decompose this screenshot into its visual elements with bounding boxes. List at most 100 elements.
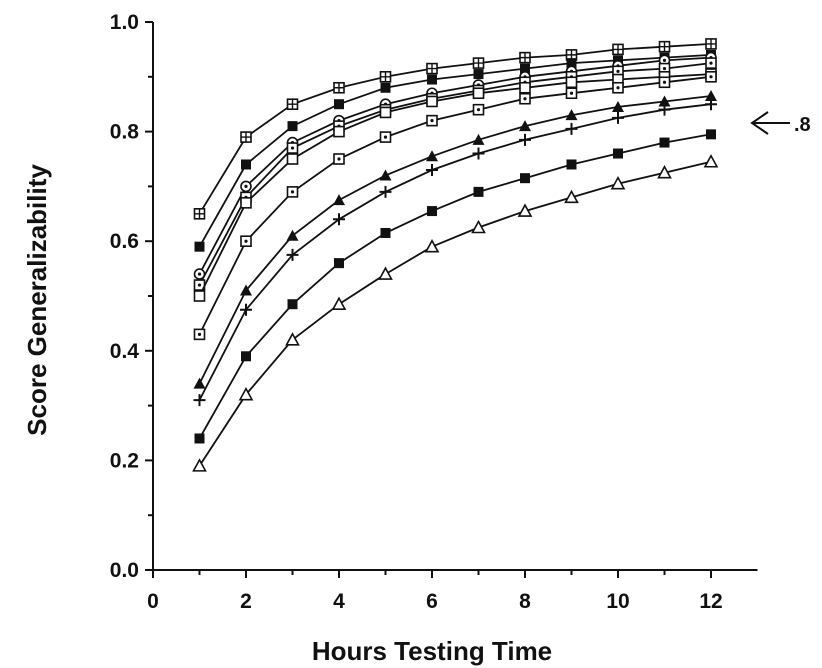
series-4 [193, 57, 717, 291]
data-point [286, 229, 299, 241]
data-point-cross [334, 82, 344, 93]
x-tick-label: 2 [240, 590, 252, 613]
data-point [333, 194, 345, 206]
data-point-cross [194, 208, 205, 219]
series-2 [194, 49, 716, 252]
data-point-dot [569, 91, 574, 95]
data-point [565, 109, 578, 121]
data-point-dot [476, 108, 481, 112]
data-point [520, 63, 530, 74]
data-point-dot [290, 190, 295, 194]
data-point [285, 332, 300, 346]
data-point [520, 173, 530, 184]
data-point-cross [473, 58, 484, 69]
data-point-dot [662, 58, 667, 62]
y-tick-label: 0.0 [110, 559, 139, 582]
data-point [424, 239, 440, 253]
data-point-cross [659, 41, 670, 52]
data-point [333, 213, 345, 226]
data-point-dot [523, 97, 527, 101]
x-tick-label: 0 [147, 590, 159, 613]
data-point [612, 100, 624, 112]
data-point [379, 185, 392, 198]
data-point [379, 169, 392, 181]
data-point-cross [520, 52, 530, 63]
data-point [473, 69, 484, 80]
data-point [333, 125, 345, 138]
series-line [198, 62, 712, 286]
data-point [565, 76, 578, 89]
series-line [198, 54, 712, 248]
data-point-cross [241, 132, 251, 143]
data-point [612, 111, 624, 124]
data-point-dot [197, 332, 202, 336]
data-point [427, 206, 437, 217]
data-point [426, 150, 438, 162]
data-point-dot [337, 157, 341, 161]
series-line [198, 75, 712, 335]
data-point-dot [430, 119, 434, 123]
y-axis-title: Score Generalizability [22, 164, 52, 436]
data-point [331, 296, 347, 311]
data-point [705, 89, 717, 101]
data-point-cross [613, 44, 623, 55]
data-point [193, 394, 206, 407]
data-point-dot [662, 66, 667, 71]
series-6 [193, 71, 717, 341]
data-point [473, 186, 484, 197]
data-point [703, 154, 719, 168]
series-line [198, 160, 712, 467]
data-point [659, 137, 670, 148]
data-point [566, 58, 577, 69]
data-point [657, 165, 672, 179]
series-line [198, 43, 712, 215]
data-point [610, 175, 626, 190]
data-point [194, 241, 205, 252]
series-8 [193, 98, 717, 407]
data-point [426, 95, 438, 108]
data-point [194, 433, 205, 444]
data-point [564, 189, 579, 204]
data-point-dot [616, 86, 620, 90]
data-point [565, 122, 578, 135]
series-line [198, 95, 712, 385]
data-point [426, 163, 438, 176]
series-layer [192, 38, 719, 472]
data-point-cross [380, 71, 391, 82]
data-point [193, 290, 206, 302]
x-tick-label: 10 [606, 590, 629, 613]
x-axis-title: Hours Testing Time [312, 636, 552, 666]
data-point-dot [709, 75, 713, 79]
data-point-cross [287, 99, 298, 110]
data-point-dot [290, 146, 295, 150]
data-point [240, 284, 252, 296]
data-point-cross [706, 38, 716, 49]
x-tick-label: 4 [333, 590, 345, 613]
y-tick-label: 0.6 [110, 230, 139, 253]
data-point-dot [709, 61, 713, 65]
data-point [380, 82, 391, 93]
data-point [613, 148, 623, 159]
y-tick-label: 0.4 [110, 340, 140, 363]
data-point [287, 299, 298, 310]
series-line [198, 103, 712, 401]
data-point [241, 159, 251, 170]
data-point-dot [662, 80, 667, 84]
data-point [706, 129, 716, 140]
series-line [198, 56, 712, 275]
data-point [286, 153, 299, 165]
data-point-dot [616, 69, 620, 73]
x-tick-label: 12 [699, 590, 722, 613]
data-point-dot [197, 272, 202, 276]
x-tick-label: 8 [519, 590, 531, 613]
data-point-dot [197, 283, 202, 287]
data-point [334, 99, 344, 110]
data-point [379, 106, 392, 119]
y-tick-label: 0.8 [110, 121, 140, 144]
data-point [517, 203, 533, 217]
data-point [658, 103, 671, 116]
y-tick-label: 1.0 [110, 11, 139, 34]
data-point [566, 159, 577, 170]
data-point [471, 219, 486, 234]
